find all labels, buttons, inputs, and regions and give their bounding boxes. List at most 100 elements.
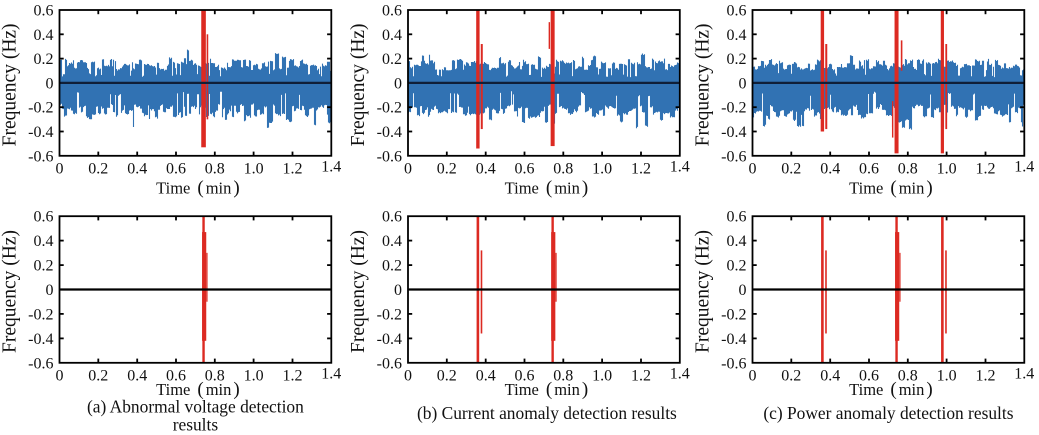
svg-text:-0.2: -0.2 bbox=[377, 306, 402, 323]
svg-text:1.2: 1.2 bbox=[283, 367, 303, 384]
svg-text:Time(min): Time(min) bbox=[156, 178, 240, 199]
svg-text:-0.4: -0.4 bbox=[377, 124, 402, 141]
svg-text:0.6: 0.6 bbox=[382, 209, 402, 226]
svg-text:0.2: 0.2 bbox=[88, 367, 108, 384]
svg-text:1.4: 1.4 bbox=[321, 365, 341, 382]
svg-text:(b) Current anomaly detection: (b) Current anomaly detection results bbox=[417, 403, 677, 423]
svg-text:-0.6: -0.6 bbox=[721, 355, 746, 372]
svg-text:0.2: 0.2 bbox=[88, 160, 108, 177]
svg-text:-0.4: -0.4 bbox=[721, 124, 746, 141]
svg-text:0.4: 0.4 bbox=[34, 233, 54, 250]
svg-text:0.2: 0.2 bbox=[781, 160, 801, 177]
svg-text:-0.2: -0.2 bbox=[721, 100, 746, 117]
svg-text:0.6: 0.6 bbox=[727, 3, 747, 20]
svg-text:-0.6: -0.6 bbox=[28, 355, 53, 372]
svg-text:0: 0 bbox=[46, 282, 54, 299]
svg-text:1.4: 1.4 bbox=[1014, 365, 1034, 382]
svg-text:0.8: 0.8 bbox=[898, 160, 918, 177]
svg-text:0: 0 bbox=[749, 367, 757, 384]
svg-text:0.4: 0.4 bbox=[727, 27, 747, 44]
svg-text:Time(min): Time(min) bbox=[849, 379, 933, 400]
svg-text:0.4: 0.4 bbox=[382, 233, 402, 250]
svg-text:0: 0 bbox=[46, 75, 54, 92]
svg-text:0.2: 0.2 bbox=[382, 51, 402, 68]
svg-text:-0.6: -0.6 bbox=[28, 148, 53, 165]
svg-text:Frequency (Hz): Frequency (Hz) bbox=[693, 230, 714, 353]
svg-text:0: 0 bbox=[56, 160, 64, 177]
svg-text:0.6: 0.6 bbox=[859, 160, 879, 177]
svg-text:1.4: 1.4 bbox=[670, 365, 690, 382]
svg-text:0: 0 bbox=[404, 367, 412, 384]
svg-text:Frequency (Hz): Frequency (Hz) bbox=[348, 23, 369, 146]
svg-text:0.2: 0.2 bbox=[437, 160, 457, 177]
svg-text:-0.2: -0.2 bbox=[28, 100, 53, 117]
svg-text:1.0: 1.0 bbox=[937, 160, 957, 177]
svg-text:0: 0 bbox=[56, 367, 64, 384]
svg-text:0.6: 0.6 bbox=[515, 367, 535, 384]
svg-text:Frequency (Hz): Frequency (Hz) bbox=[693, 23, 714, 146]
svg-text:1.2: 1.2 bbox=[631, 367, 651, 384]
svg-text:0.8: 0.8 bbox=[553, 160, 573, 177]
svg-text:0.2: 0.2 bbox=[727, 51, 747, 68]
svg-text:-0.4: -0.4 bbox=[377, 331, 402, 348]
svg-text:0.2: 0.2 bbox=[727, 258, 747, 275]
svg-text:0.8: 0.8 bbox=[553, 367, 573, 384]
svg-text:-0.6: -0.6 bbox=[721, 148, 746, 165]
svg-text:(c) Power anomaly detection re: (c) Power anomaly detection results bbox=[763, 403, 1013, 423]
svg-text:0.4: 0.4 bbox=[127, 367, 147, 384]
svg-text:0.4: 0.4 bbox=[820, 367, 840, 384]
svg-text:Time(min): Time(min) bbox=[505, 379, 589, 400]
svg-text:1.2: 1.2 bbox=[976, 160, 996, 177]
svg-text:1.4: 1.4 bbox=[1014, 158, 1034, 175]
svg-text:0.8: 0.8 bbox=[205, 160, 225, 177]
svg-text:0.4: 0.4 bbox=[820, 160, 840, 177]
svg-text:0.4: 0.4 bbox=[382, 27, 402, 44]
svg-text:0: 0 bbox=[394, 75, 402, 92]
svg-text:-0.2: -0.2 bbox=[377, 100, 402, 117]
svg-text:Frequency (Hz): Frequency (Hz) bbox=[348, 230, 369, 353]
svg-text:0.4: 0.4 bbox=[727, 233, 747, 250]
svg-text:0.2: 0.2 bbox=[437, 367, 457, 384]
svg-text:1.0: 1.0 bbox=[937, 367, 957, 384]
svg-text:0.6: 0.6 bbox=[382, 3, 402, 20]
svg-text:0.6: 0.6 bbox=[166, 160, 186, 177]
svg-text:0.4: 0.4 bbox=[476, 367, 496, 384]
svg-text:0: 0 bbox=[749, 160, 757, 177]
svg-text:1.4: 1.4 bbox=[670, 158, 690, 175]
svg-text:0.6: 0.6 bbox=[34, 3, 54, 20]
svg-text:1.0: 1.0 bbox=[244, 367, 264, 384]
svg-text:0.2: 0.2 bbox=[382, 258, 402, 275]
svg-text:(a) Abnormal voltage detection: (a) Abnormal voltage detection bbox=[87, 397, 304, 417]
svg-text:0.8: 0.8 bbox=[898, 367, 918, 384]
svg-text:0.6: 0.6 bbox=[515, 160, 535, 177]
svg-text:0.2: 0.2 bbox=[34, 258, 54, 275]
svg-text:-0.2: -0.2 bbox=[28, 306, 53, 323]
svg-text:0.4: 0.4 bbox=[476, 160, 496, 177]
svg-text:results: results bbox=[173, 415, 219, 435]
svg-text:-0.4: -0.4 bbox=[28, 124, 53, 141]
svg-text:1.4: 1.4 bbox=[321, 158, 341, 175]
svg-text:0: 0 bbox=[739, 75, 747, 92]
svg-text:1.2: 1.2 bbox=[631, 160, 651, 177]
svg-text:0.6: 0.6 bbox=[166, 367, 186, 384]
svg-text:Frequency (Hz): Frequency (Hz) bbox=[0, 23, 21, 146]
svg-text:1.2: 1.2 bbox=[976, 367, 996, 384]
svg-text:0.8: 0.8 bbox=[205, 367, 225, 384]
svg-text:Time(min): Time(min) bbox=[505, 178, 589, 199]
svg-text:0.4: 0.4 bbox=[127, 160, 147, 177]
svg-text:Time(min): Time(min) bbox=[156, 379, 240, 400]
svg-text:0: 0 bbox=[394, 282, 402, 299]
svg-text:0.6: 0.6 bbox=[859, 367, 879, 384]
svg-text:-0.6: -0.6 bbox=[377, 355, 402, 372]
svg-text:1.2: 1.2 bbox=[283, 160, 303, 177]
svg-text:-0.4: -0.4 bbox=[721, 331, 746, 348]
svg-text:-0.6: -0.6 bbox=[377, 148, 402, 165]
svg-text:-0.2: -0.2 bbox=[721, 306, 746, 323]
svg-text:Frequency (Hz): Frequency (Hz) bbox=[0, 230, 21, 353]
svg-text:1.0: 1.0 bbox=[592, 367, 612, 384]
svg-text:0.6: 0.6 bbox=[34, 209, 54, 226]
svg-text:0.2: 0.2 bbox=[34, 51, 54, 68]
svg-text:-0.4: -0.4 bbox=[28, 331, 53, 348]
svg-text:0.2: 0.2 bbox=[781, 367, 801, 384]
svg-text:0.6: 0.6 bbox=[727, 209, 747, 226]
